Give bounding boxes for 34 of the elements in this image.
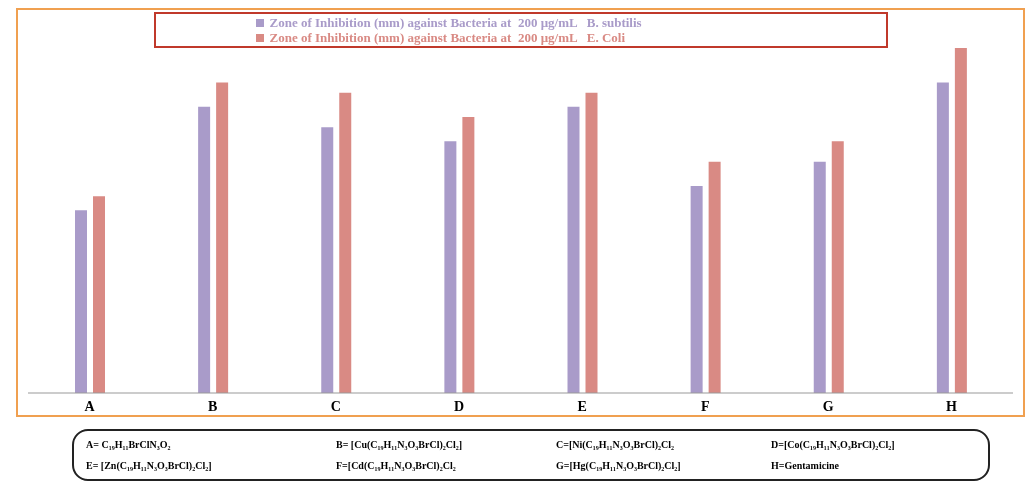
x-tick-label: F <box>700 398 710 414</box>
bar <box>93 196 105 393</box>
text: G=[Hg(C₁₉H₁₁N₃O₃BrCl)₂Cl₂] <box>556 460 682 471</box>
text: D=[Co(C₁₉H₁₁N₃O₃BrCl)₂Cl₂] <box>771 439 896 450</box>
x-tick-label: A <box>84 398 96 414</box>
bar <box>75 210 87 393</box>
bar <box>339 92 352 393</box>
bar <box>567 106 580 393</box>
bar <box>708 161 721 393</box>
x-tick-label: G <box>822 398 834 414</box>
text: B= [Cu(C₁₉H₁₁N₃O₃BrCl)₂Cl₂] <box>336 439 464 450</box>
bar <box>813 161 826 393</box>
text: H=Gentamicine <box>771 460 840 471</box>
bar <box>198 106 211 393</box>
legend-label: Zone of Inhibition (mm) against Bacteria at 200 μg/mL B. subtilis <box>268 15 643 30</box>
bar <box>831 141 844 393</box>
bar <box>690 186 703 393</box>
x-tick-label: C <box>330 398 341 414</box>
x-tick-label: B <box>208 398 218 414</box>
bar <box>321 127 334 393</box>
text: F=[Cd(C₁₉H₁₁N₃O₃BrCl)₂Cl₂ <box>336 460 457 471</box>
text: C=[Ni(C₁₉H₁₁N₃O₃BrCl)₂Cl₂ <box>556 439 675 450</box>
bar <box>936 82 949 393</box>
bar <box>462 117 475 393</box>
bar <box>585 92 598 393</box>
bar <box>954 48 967 393</box>
bar <box>444 141 457 393</box>
x-tick-label: D <box>453 398 464 414</box>
x-tick-label: E <box>577 398 587 414</box>
bar <box>216 82 229 393</box>
text: E= [Zn(C₁₉H₁₁N₃O₃BrCl)₂Cl₂] <box>86 460 213 471</box>
legend-label: Zone of Inhibition (mm) against Bacteria at 200 μg/mL E. Coli <box>268 30 626 45</box>
text: A= C₁₉H₁₁BrClN₃O₂ <box>86 439 172 450</box>
x-tick-label: H <box>945 398 957 414</box>
